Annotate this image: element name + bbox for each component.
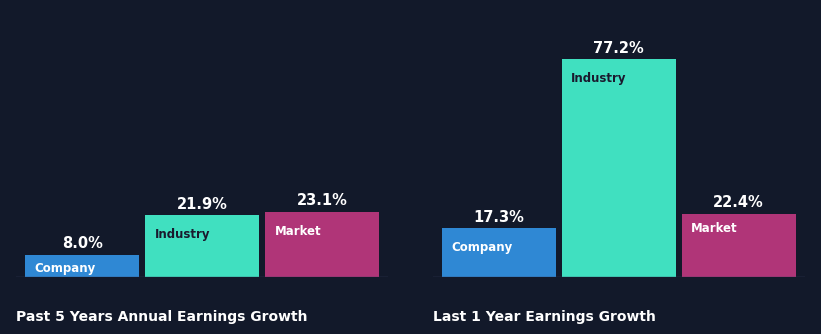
Text: Last 1 Year Earnings Growth: Last 1 Year Earnings Growth xyxy=(433,310,656,324)
Text: 77.2%: 77.2% xyxy=(594,41,644,56)
Bar xyxy=(442,228,556,277)
Text: 21.9%: 21.9% xyxy=(177,197,227,212)
Bar xyxy=(681,214,796,277)
Text: Industry: Industry xyxy=(571,72,626,85)
Text: 8.0%: 8.0% xyxy=(62,236,103,251)
Text: Past 5 Years Annual Earnings Growth: Past 5 Years Annual Earnings Growth xyxy=(16,310,308,324)
Bar xyxy=(145,215,259,277)
Bar xyxy=(265,212,379,277)
Text: Market: Market xyxy=(274,225,321,238)
Text: Company: Company xyxy=(451,241,512,254)
Text: 23.1%: 23.1% xyxy=(297,193,347,208)
Text: 17.3%: 17.3% xyxy=(474,210,524,225)
Text: Market: Market xyxy=(690,222,737,235)
Text: 22.4%: 22.4% xyxy=(713,195,764,210)
Text: Company: Company xyxy=(34,262,96,275)
Text: Industry: Industry xyxy=(154,228,210,241)
Bar xyxy=(562,59,676,277)
Bar xyxy=(25,255,140,277)
